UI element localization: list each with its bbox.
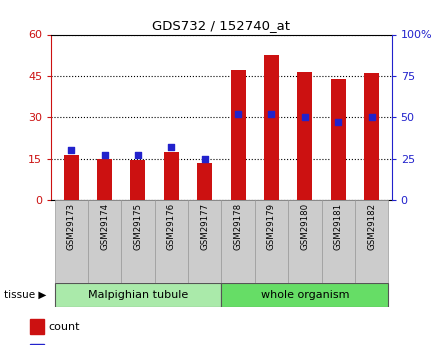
FancyBboxPatch shape xyxy=(55,283,222,307)
Text: tissue ▶: tissue ▶ xyxy=(4,290,47,300)
Point xyxy=(368,115,375,120)
FancyBboxPatch shape xyxy=(155,200,188,283)
Bar xyxy=(364,73,379,200)
Point xyxy=(134,152,142,158)
FancyBboxPatch shape xyxy=(88,200,121,283)
Point xyxy=(168,144,175,150)
FancyBboxPatch shape xyxy=(188,200,222,283)
Text: GSM29178: GSM29178 xyxy=(234,203,243,250)
FancyBboxPatch shape xyxy=(55,200,88,283)
Point xyxy=(101,152,108,158)
Point xyxy=(68,148,75,153)
Text: GSM29180: GSM29180 xyxy=(300,203,309,250)
FancyBboxPatch shape xyxy=(121,200,155,283)
Text: whole organism: whole organism xyxy=(261,290,349,300)
Point xyxy=(301,115,308,120)
FancyBboxPatch shape xyxy=(222,283,388,307)
Point xyxy=(235,111,242,117)
Title: GDS732 / 152740_at: GDS732 / 152740_at xyxy=(152,19,291,32)
Bar xyxy=(297,72,312,200)
Bar xyxy=(331,79,346,200)
Point xyxy=(268,111,275,117)
Bar xyxy=(197,163,212,200)
Text: count: count xyxy=(49,322,80,332)
FancyBboxPatch shape xyxy=(355,200,388,283)
Text: GSM29175: GSM29175 xyxy=(134,203,142,250)
FancyBboxPatch shape xyxy=(288,200,322,283)
FancyBboxPatch shape xyxy=(255,200,288,283)
FancyBboxPatch shape xyxy=(322,200,355,283)
Text: GSM29181: GSM29181 xyxy=(334,203,343,250)
Point xyxy=(335,119,342,125)
Bar xyxy=(64,155,79,200)
Bar xyxy=(30,319,44,334)
Bar xyxy=(30,344,44,345)
Bar xyxy=(97,159,112,200)
Bar xyxy=(264,55,279,200)
FancyBboxPatch shape xyxy=(222,200,255,283)
Bar xyxy=(231,70,246,200)
Bar xyxy=(130,160,146,200)
Bar xyxy=(164,152,179,200)
Text: GSM29179: GSM29179 xyxy=(267,203,276,249)
Text: GSM29176: GSM29176 xyxy=(167,203,176,250)
Text: GSM29173: GSM29173 xyxy=(67,203,76,250)
Text: Malpighian tubule: Malpighian tubule xyxy=(88,290,188,300)
Text: GSM29174: GSM29174 xyxy=(100,203,109,250)
Text: GSM29182: GSM29182 xyxy=(367,203,376,250)
Point xyxy=(201,156,208,161)
Text: GSM29177: GSM29177 xyxy=(200,203,209,250)
